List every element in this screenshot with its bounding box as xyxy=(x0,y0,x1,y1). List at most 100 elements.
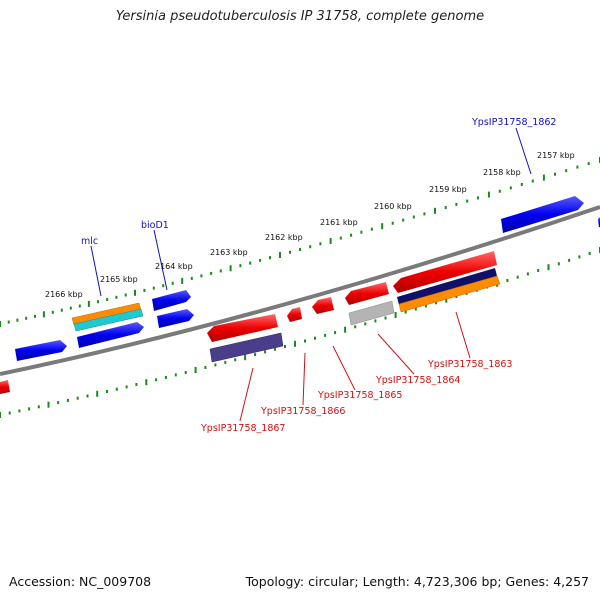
minor-tick xyxy=(360,230,363,234)
feature-slate[interactable] xyxy=(209,332,284,363)
minor-tick xyxy=(78,304,81,308)
major-tick xyxy=(487,191,490,198)
minor-tick xyxy=(8,411,11,415)
minor-tick xyxy=(204,366,207,369)
minor-tick xyxy=(76,396,79,400)
gene-arrow-forward[interactable] xyxy=(157,309,194,328)
minor-tick xyxy=(537,269,540,272)
topology-text: Topology: circular; Length: 4,723,306 bp… xyxy=(245,574,589,589)
minor-tick xyxy=(190,276,193,280)
gene-arrow-reverse[interactable] xyxy=(287,307,302,322)
major-tick xyxy=(134,289,136,296)
major-tick xyxy=(42,311,45,318)
major-tick xyxy=(394,312,397,318)
minor-tick xyxy=(66,398,69,402)
minor-tick xyxy=(455,202,458,206)
minor-tick xyxy=(455,295,458,299)
minor-tick xyxy=(568,258,571,262)
minor-tick xyxy=(299,248,302,251)
minor-tick xyxy=(309,245,312,249)
feature-navy[interactable] xyxy=(397,268,497,305)
minor-tick xyxy=(314,336,316,340)
gene-arrow-reverse[interactable] xyxy=(393,251,497,293)
gene-arrow-forward[interactable] xyxy=(15,340,67,361)
major-tick xyxy=(96,390,99,397)
major-tick xyxy=(279,252,281,258)
major-tick xyxy=(294,340,296,347)
minor-tick xyxy=(587,162,590,166)
minor-tick xyxy=(239,264,242,268)
minor-tick xyxy=(509,186,512,190)
gene-arrow-forward[interactable] xyxy=(77,322,144,348)
minor-tick xyxy=(28,407,31,411)
minor-tick xyxy=(18,409,21,413)
major-tick xyxy=(47,401,50,408)
gene-arrow-reverse[interactable] xyxy=(312,297,334,314)
minor-tick xyxy=(200,274,203,278)
minor-tick xyxy=(259,258,262,262)
kbp-label: 2165 kbp xyxy=(100,275,138,284)
minor-tick xyxy=(106,390,108,393)
gene-label[interactable]: YpsIP31758_1863 xyxy=(427,359,512,370)
gene-arrow-forward[interactable] xyxy=(152,290,191,311)
kbp-label: 2157 kbp xyxy=(537,151,575,160)
minor-tick xyxy=(350,233,353,237)
minor-tick xyxy=(16,318,19,322)
gene-label[interactable]: YpsIP31758_1867 xyxy=(200,423,285,434)
major-tick xyxy=(542,174,545,181)
feature-cyan[interactable] xyxy=(73,308,144,332)
minor-tick xyxy=(324,333,327,337)
minor-tick xyxy=(164,375,167,379)
gene-arrow-reverse[interactable] xyxy=(207,314,278,342)
minor-tick xyxy=(423,212,426,216)
minor-tick xyxy=(214,363,217,367)
minor-tick xyxy=(588,252,591,255)
kbp-label: 2164 kbp xyxy=(155,262,193,271)
major-tick xyxy=(229,265,232,272)
major-tick xyxy=(181,277,184,284)
minor-tick xyxy=(289,250,291,254)
minor-tick xyxy=(60,308,63,312)
kbp-label: 2163 kbp xyxy=(210,248,248,257)
minor-tick xyxy=(210,271,213,275)
gene-label[interactable]: YpsIP31758_1866 xyxy=(260,406,345,417)
minor-tick xyxy=(106,298,109,301)
minor-tick xyxy=(424,304,427,308)
gene-arrow-forward[interactable] xyxy=(501,196,584,233)
gene-label[interactable]: mlc xyxy=(81,236,98,247)
gene-arrow-reverse[interactable] xyxy=(0,380,10,394)
major-tick xyxy=(145,379,148,386)
kbp-label: 2161 kbp xyxy=(320,218,358,227)
feature-grey[interactable] xyxy=(348,300,395,326)
minor-tick xyxy=(7,320,10,324)
minor-tick xyxy=(162,284,165,288)
feature-orange[interactable] xyxy=(398,275,501,313)
gene-label[interactable]: YpsIP31758_1864 xyxy=(375,375,460,386)
minor-tick xyxy=(25,316,28,320)
gene-label[interactable]: YpsIP31758_1862 xyxy=(471,117,556,128)
top-leader-lines xyxy=(90,127,532,297)
gene-label[interactable]: YpsIP31758_1865 xyxy=(317,390,402,401)
minor-tick xyxy=(520,183,523,186)
minor-tick xyxy=(391,221,394,225)
minor-tick xyxy=(477,196,479,200)
minor-tick xyxy=(254,353,257,356)
minor-tick xyxy=(115,387,118,391)
minor-tick xyxy=(304,339,306,343)
minor-tick xyxy=(364,322,367,326)
gene-arrow-reverse[interactable] xyxy=(345,282,389,305)
minor-tick xyxy=(444,206,447,210)
gene-label[interactable]: bioD1 xyxy=(141,220,169,231)
minor-tick xyxy=(412,215,415,219)
minor-tick xyxy=(174,373,177,377)
major-tick xyxy=(0,412,1,418)
minor-tick xyxy=(339,236,342,240)
minor-tick xyxy=(155,378,158,382)
minor-tick xyxy=(264,350,267,354)
minor-tick xyxy=(37,405,40,409)
major-tick xyxy=(547,264,550,271)
minor-tick xyxy=(576,165,579,169)
major-tick xyxy=(0,321,1,327)
major-tick xyxy=(194,367,197,373)
